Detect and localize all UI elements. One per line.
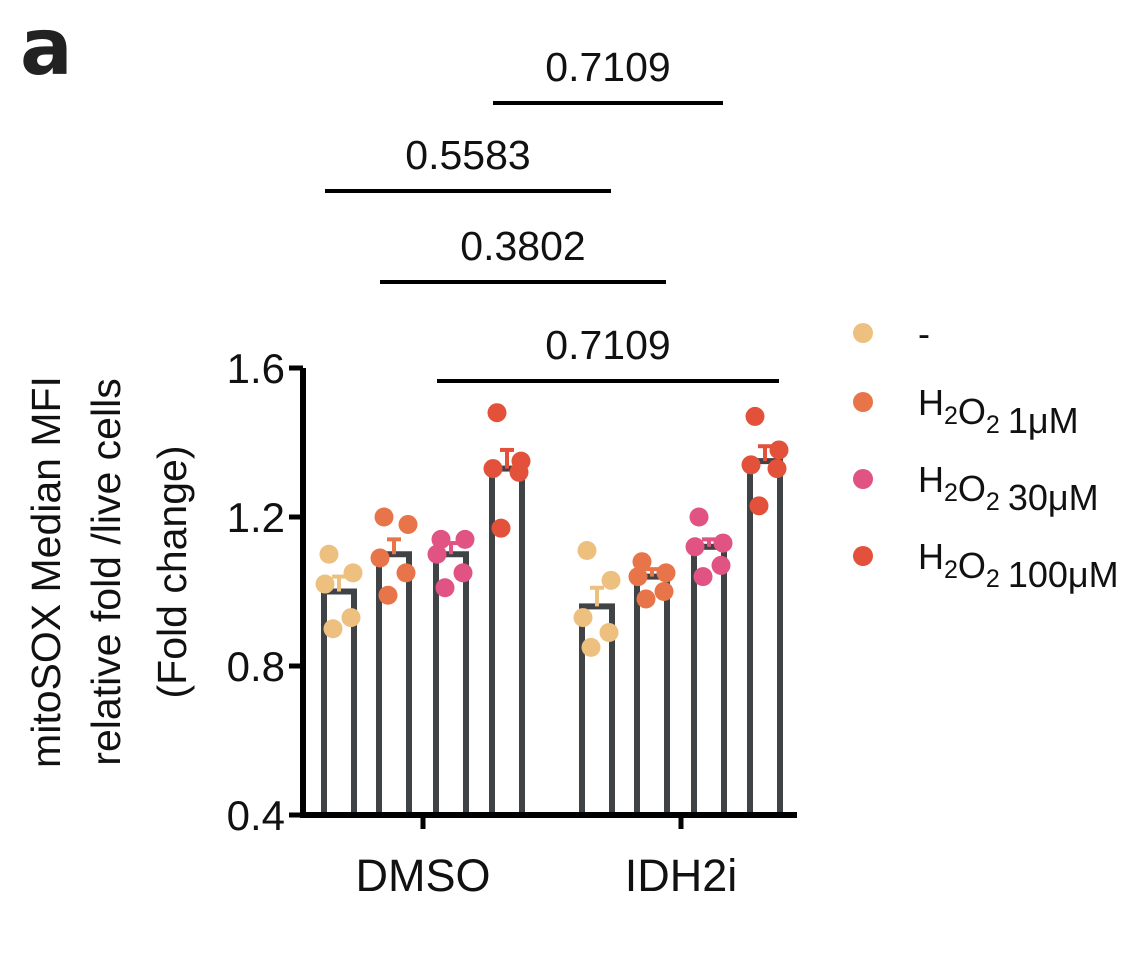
data-point — [693, 567, 713, 587]
legend-marker — [853, 469, 873, 489]
data-point — [343, 563, 363, 583]
data-point — [370, 548, 390, 568]
data-point — [601, 570, 621, 590]
data-point — [745, 406, 765, 426]
points-layer — [315, 403, 789, 657]
significance-p-value: 0.7109 — [545, 44, 670, 90]
data-point — [599, 622, 619, 642]
data-point — [711, 555, 731, 575]
data-point — [685, 537, 705, 557]
y-axis-label-line-1: mitoSOX Median MFI — [23, 376, 69, 768]
legend-entry: H2O2 1μM — [918, 382, 1079, 441]
y-axis-label-line-2: relative fold /live cells — [83, 378, 129, 765]
data-point — [689, 507, 709, 527]
data-point — [628, 567, 648, 587]
significance-layer: 0.7109 0.5583 0.3802 0.7109 — [325, 44, 779, 383]
legend-marker — [853, 323, 873, 343]
panel-letter: a — [20, 3, 73, 93]
y-axis-label-line-3: (Fold change) — [149, 446, 195, 699]
y-tick-label: 0.8 — [227, 643, 285, 690]
data-point — [374, 507, 394, 527]
bar — [634, 573, 670, 818]
significance-p-value: 0.5583 — [405, 132, 530, 178]
error-bars-layer — [332, 444, 772, 607]
data-point — [483, 459, 503, 479]
data-point — [636, 589, 656, 609]
data-point — [767, 459, 787, 479]
legend-entry: H2O2 30μM — [918, 459, 1099, 518]
data-point — [453, 563, 473, 583]
data-point — [581, 637, 601, 657]
data-point — [741, 455, 761, 475]
legend-marker — [853, 392, 873, 412]
data-point — [491, 518, 511, 538]
significance-p-value: 0.3802 — [460, 223, 585, 269]
data-point — [396, 563, 416, 583]
data-point — [573, 608, 593, 628]
data-point — [769, 440, 789, 460]
y-tick-label: 0.4 — [227, 792, 285, 839]
data-point — [656, 563, 676, 583]
x-tick-label: DMSO — [356, 850, 491, 901]
data-point — [654, 582, 674, 601]
data-point — [632, 552, 652, 572]
y-tick-label: 1.6 — [227, 345, 285, 392]
significance-p-value: 0.7109 — [545, 322, 670, 368]
data-point — [431, 529, 451, 549]
data-point — [749, 496, 769, 516]
bar — [747, 458, 783, 818]
legend: - H2O2 1μM H2O2 30μM H2O2 100μM — [853, 313, 1119, 595]
data-point — [427, 544, 447, 564]
data-point — [319, 544, 339, 564]
data-point — [323, 619, 343, 639]
axes-layer: 0.4 0.8 1.2 1.6 DMSO IDH2i — [227, 345, 797, 901]
data-point — [398, 514, 418, 534]
legend-marker — [853, 546, 873, 566]
data-point — [509, 462, 529, 482]
data-point — [315, 574, 335, 594]
x-tick-label: IDH2i — [625, 850, 738, 901]
data-point — [455, 529, 475, 549]
data-point — [435, 578, 455, 598]
data-point — [577, 541, 597, 561]
y-axis-title: mitoSOX Median MFI relative fold /live c… — [23, 376, 195, 768]
bar — [691, 543, 727, 818]
data-point — [713, 533, 733, 553]
legend-entry: H2O2 100μM — [918, 536, 1119, 595]
data-point — [487, 403, 507, 423]
y-tick-label: 1.2 — [227, 494, 285, 541]
legend-entry: - — [918, 313, 930, 354]
data-point — [341, 608, 361, 628]
data-point — [378, 585, 398, 605]
